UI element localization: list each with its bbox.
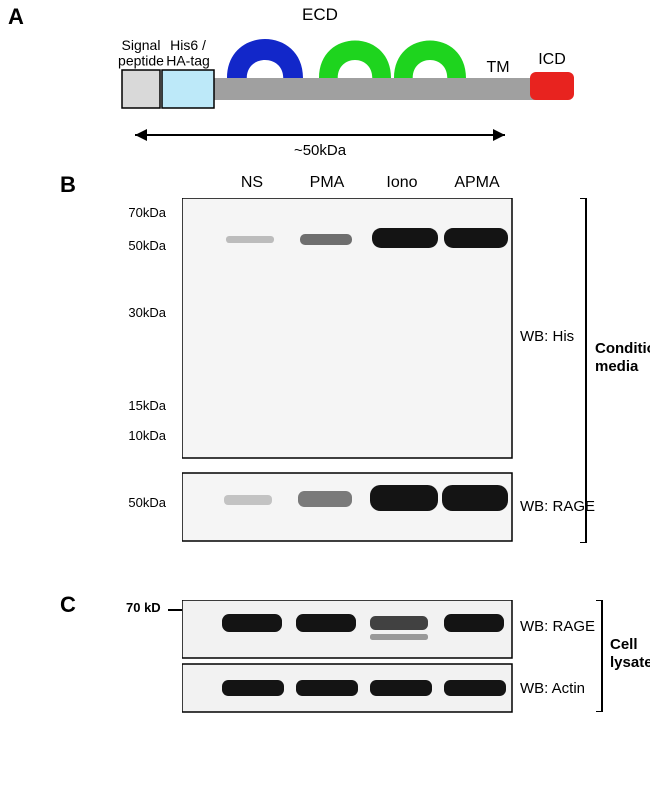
cell-lysate-blots (182, 600, 522, 720)
svg-text:His6 /HA-tag: His6 /HA-tag (166, 37, 210, 68)
marker-70kd: 70 kD (126, 600, 161, 615)
lane-labels: NS PMA Iono APMA (182, 174, 512, 194)
lane-label: APMA (447, 174, 507, 192)
conditioned-media-label: Conditioned media (595, 340, 650, 376)
lane-label: Iono (372, 174, 432, 192)
marker-70kd-tick (168, 609, 182, 611)
mw-marker: 30kDa (116, 305, 166, 320)
panel-letter-c: C (60, 592, 76, 618)
lane-label: NS (222, 174, 282, 192)
protein-domain-schematic: SignalpeptideHis6 /HA-tag ECD TM ICD ~50kDa (60, 0, 600, 170)
wb-rage-lysate-label: WB: RAGE (520, 618, 595, 635)
lane-label: PMA (297, 174, 357, 192)
panel-letter-b: B (60, 172, 76, 198)
mw-marker: 50kDa (116, 495, 166, 510)
svg-text:TM: TM (486, 59, 509, 76)
conditioned-media-blots (182, 198, 522, 548)
cell-lysate-label: Cell lysate (610, 636, 650, 672)
wb-his-label: WB: His (520, 328, 574, 345)
wb-actin-label: WB: Actin (520, 680, 585, 697)
panel-c-blots (182, 600, 522, 720)
panel-b-blots (182, 198, 522, 548)
mw-marker: 10kDa (116, 428, 166, 443)
panel-a-diagram: SignalpeptideHis6 /HA-tag ECD TM ICD ~50kDa (60, 0, 600, 170)
panel-letter-a: A (8, 4, 24, 30)
svg-text:Signalpeptide: Signalpeptide (118, 37, 164, 68)
svg-text:~50kDa: ~50kDa (294, 142, 347, 159)
mw-marker: 50kDa (116, 238, 166, 253)
svg-text:ICD: ICD (538, 51, 566, 68)
conditioned-media-text: Conditioned media (595, 340, 650, 375)
svg-text:ECD: ECD (302, 5, 338, 24)
cell-lysate-text: Cell lysate (610, 636, 650, 671)
mw-marker: 70kDa (116, 205, 166, 220)
mw-marker: 15kDa (116, 398, 166, 413)
